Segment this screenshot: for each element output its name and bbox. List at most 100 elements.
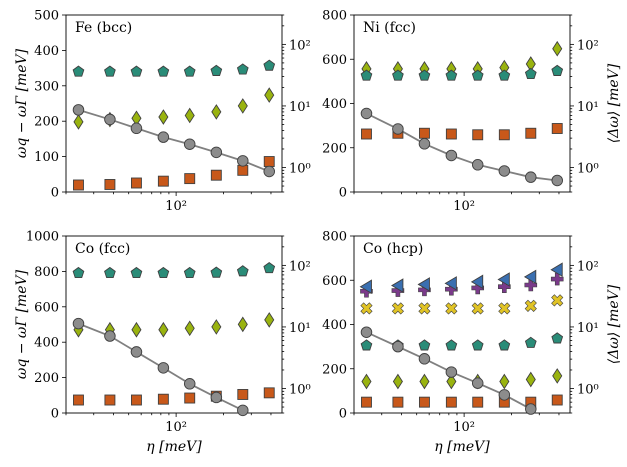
grey-marker [445,366,458,378]
x-axis-label: η [meV] [434,439,490,455]
r-tick-label: 10¹ [577,321,599,336]
grey-marker [525,403,537,415]
grey-marker [471,377,484,389]
diamond-marker [552,368,563,384]
y-axis-label: ωq − ωΓ [meV] [14,269,30,379]
square-marker [361,396,372,408]
r-tick-label: 10² [577,259,599,274]
square-marker [445,128,457,140]
pentagon-marker [72,65,85,77]
square-marker [525,127,537,139]
diamond-marker [211,319,222,335]
x-tick-label: 10² [453,420,475,435]
diamond-marker [361,373,372,390]
y-tick-label: 0 [339,186,347,201]
panel-frame [353,14,571,193]
r-tick-label: 10¹ [289,100,311,115]
square-marker [551,394,563,406]
triangle-marker [359,279,372,295]
x-mark-marker [391,302,404,315]
diamond-marker [237,98,248,114]
pentagon-marker [157,65,170,77]
y-tick-label: 600 [34,300,59,315]
x-mark-marker [471,302,484,315]
y-tick-label: 400 [322,97,347,112]
pentagon-marker [210,64,223,76]
pentagon-marker [471,69,484,81]
y-axis-label: ωq − ωΓ [meV] [14,48,30,158]
pentagon-marker [418,339,431,351]
r-tick-label: 10¹ [289,321,311,336]
pentagon-marker [104,65,116,77]
grey-marker [551,174,563,187]
pentagon-marker [210,266,223,278]
square-marker [130,177,142,189]
grey-marker [360,326,373,338]
y-tick-label: 300 [34,79,59,94]
pentagon-marker [360,339,373,351]
pentagon-marker [183,65,196,77]
pentagon-marker [471,339,484,351]
pentagon-marker [445,69,458,81]
grey-marker [360,107,373,120]
pentagon-marker [157,266,170,279]
y-tick-label: 800 [34,265,59,280]
y-tick-label: 400 [322,318,347,333]
panel-frame [353,235,571,414]
y-tick-label: 1000 [26,230,59,245]
r-tick-label: 10¹ [577,100,599,115]
triangle-marker [470,274,484,290]
diamond-marker [158,109,169,125]
diamond-marker [131,321,142,338]
y-tick-label: 200 [34,371,59,386]
panel-frame [65,235,283,414]
grey-marker [210,391,223,404]
triangle-marker [523,269,537,285]
x-axis-label: η [meV] [146,439,202,455]
diamond-marker [552,40,563,57]
y-tick-label: 200 [322,141,347,156]
square-marker [104,179,116,190]
triangle-marker [550,262,563,278]
triangle-marker [391,278,404,293]
triangle-marker [417,277,430,292]
square-marker [210,169,222,181]
x-tick-label: 10² [453,199,475,214]
square-marker [184,173,196,185]
x-tick-label: 10² [165,199,187,214]
grey-marker [392,123,404,135]
x-mark-marker [498,302,511,315]
square-marker [130,394,142,406]
square-marker [472,396,484,408]
square-marker [498,129,510,141]
r-tick-label: 10⁰ [289,162,311,177]
grey-marker [183,378,196,390]
pentagon-marker [524,336,537,348]
triangle-marker [497,272,510,287]
panel-title: Co (fcc) [75,241,130,257]
pentagon-marker [360,69,373,81]
plus-marker [550,272,564,286]
grey-marker [157,362,170,374]
square-marker [263,156,275,167]
panel-title: Co (hcp) [363,241,423,257]
y-tick-label: 200 [34,115,59,130]
pentagon-marker [130,266,143,279]
pentagon-marker [445,339,458,351]
triangle-marker [444,276,457,291]
pentagon-marker [392,69,404,81]
grey-marker [445,149,458,162]
grey-marker [72,104,85,116]
y-tick-label: 400 [34,44,59,59]
grey-marker [418,353,431,365]
plus-marker [524,278,538,292]
y-tick-label: 0 [339,407,347,422]
grey-marker [498,165,511,177]
x-mark-marker [360,302,373,315]
y-tick-label: 800 [322,9,347,24]
panel-title: Fe (bcc) [75,20,132,36]
pentagon-marker [524,67,537,80]
diamond-marker [237,316,248,333]
diamond-marker [525,371,536,388]
square-marker [418,396,430,408]
